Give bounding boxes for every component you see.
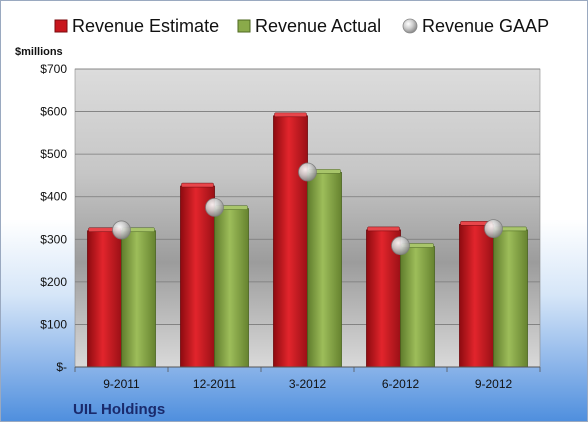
y-tick-label: $600 <box>40 105 67 119</box>
x-axis-ticks: 9-2011 12-2011 3-2012 6-2012 9-2012 <box>74 366 541 391</box>
y-tick-label: $100 <box>40 317 67 331</box>
y-tick-label: $300 <box>40 232 67 246</box>
marker-revenue-gaap <box>205 197 224 217</box>
legend-label-gaap: Revenue GAAP <box>422 16 549 36</box>
company-name: UIL Holdings <box>73 401 165 418</box>
marker-revenue-gaap <box>484 219 503 239</box>
x-tick-label: 3-2012 <box>289 377 327 391</box>
bar-revenue-actual <box>214 208 249 368</box>
bar-revenue-estimate <box>273 115 308 368</box>
x-tick-label: 9-2011 <box>103 377 140 391</box>
y-tick-label: $700 <box>40 62 67 76</box>
x-tick-label: 12-2011 <box>193 377 236 391</box>
y-tick-label: $400 <box>40 190 67 204</box>
y-tick-label: $200 <box>40 275 67 289</box>
legend-swatch-actual <box>237 19 251 33</box>
bar-revenue-estimate <box>87 230 122 368</box>
bar-cap-revenue-estimate <box>181 182 214 188</box>
marker-revenue-gaap <box>112 220 131 240</box>
bar-revenue-actual <box>307 172 342 368</box>
x-tick-label: 9-2012 <box>475 377 513 391</box>
y-tick-label: $500 <box>40 147 67 161</box>
legend-swatch-gaap <box>402 18 418 34</box>
bar-revenue-actual <box>493 229 528 368</box>
legend-swatch-estimate <box>54 19 68 33</box>
bar-revenue-actual <box>121 230 156 368</box>
y-axis-ticks: $- $100 $200 $300 $400 $500 $600 $700 <box>40 62 67 374</box>
legend-label-estimate: Revenue Estimate <box>72 16 219 36</box>
gaap-markers <box>112 162 503 256</box>
bar-cap-revenue-estimate <box>367 226 400 232</box>
x-tick-label: 6-2012 <box>382 377 420 391</box>
marker-revenue-gaap <box>391 236 410 256</box>
marker-revenue-gaap <box>298 162 317 182</box>
y-tick-label: $- <box>56 360 67 374</box>
legend-label-actual: Revenue Actual <box>255 16 381 36</box>
units-label: $millions <box>15 46 63 58</box>
bar-revenue-actual <box>400 246 435 368</box>
bar-cap-revenue-estimate <box>274 112 307 118</box>
legend: Revenue Estimate Revenue Actual Revenue … <box>54 16 549 36</box>
bar-revenue-estimate <box>459 223 494 368</box>
